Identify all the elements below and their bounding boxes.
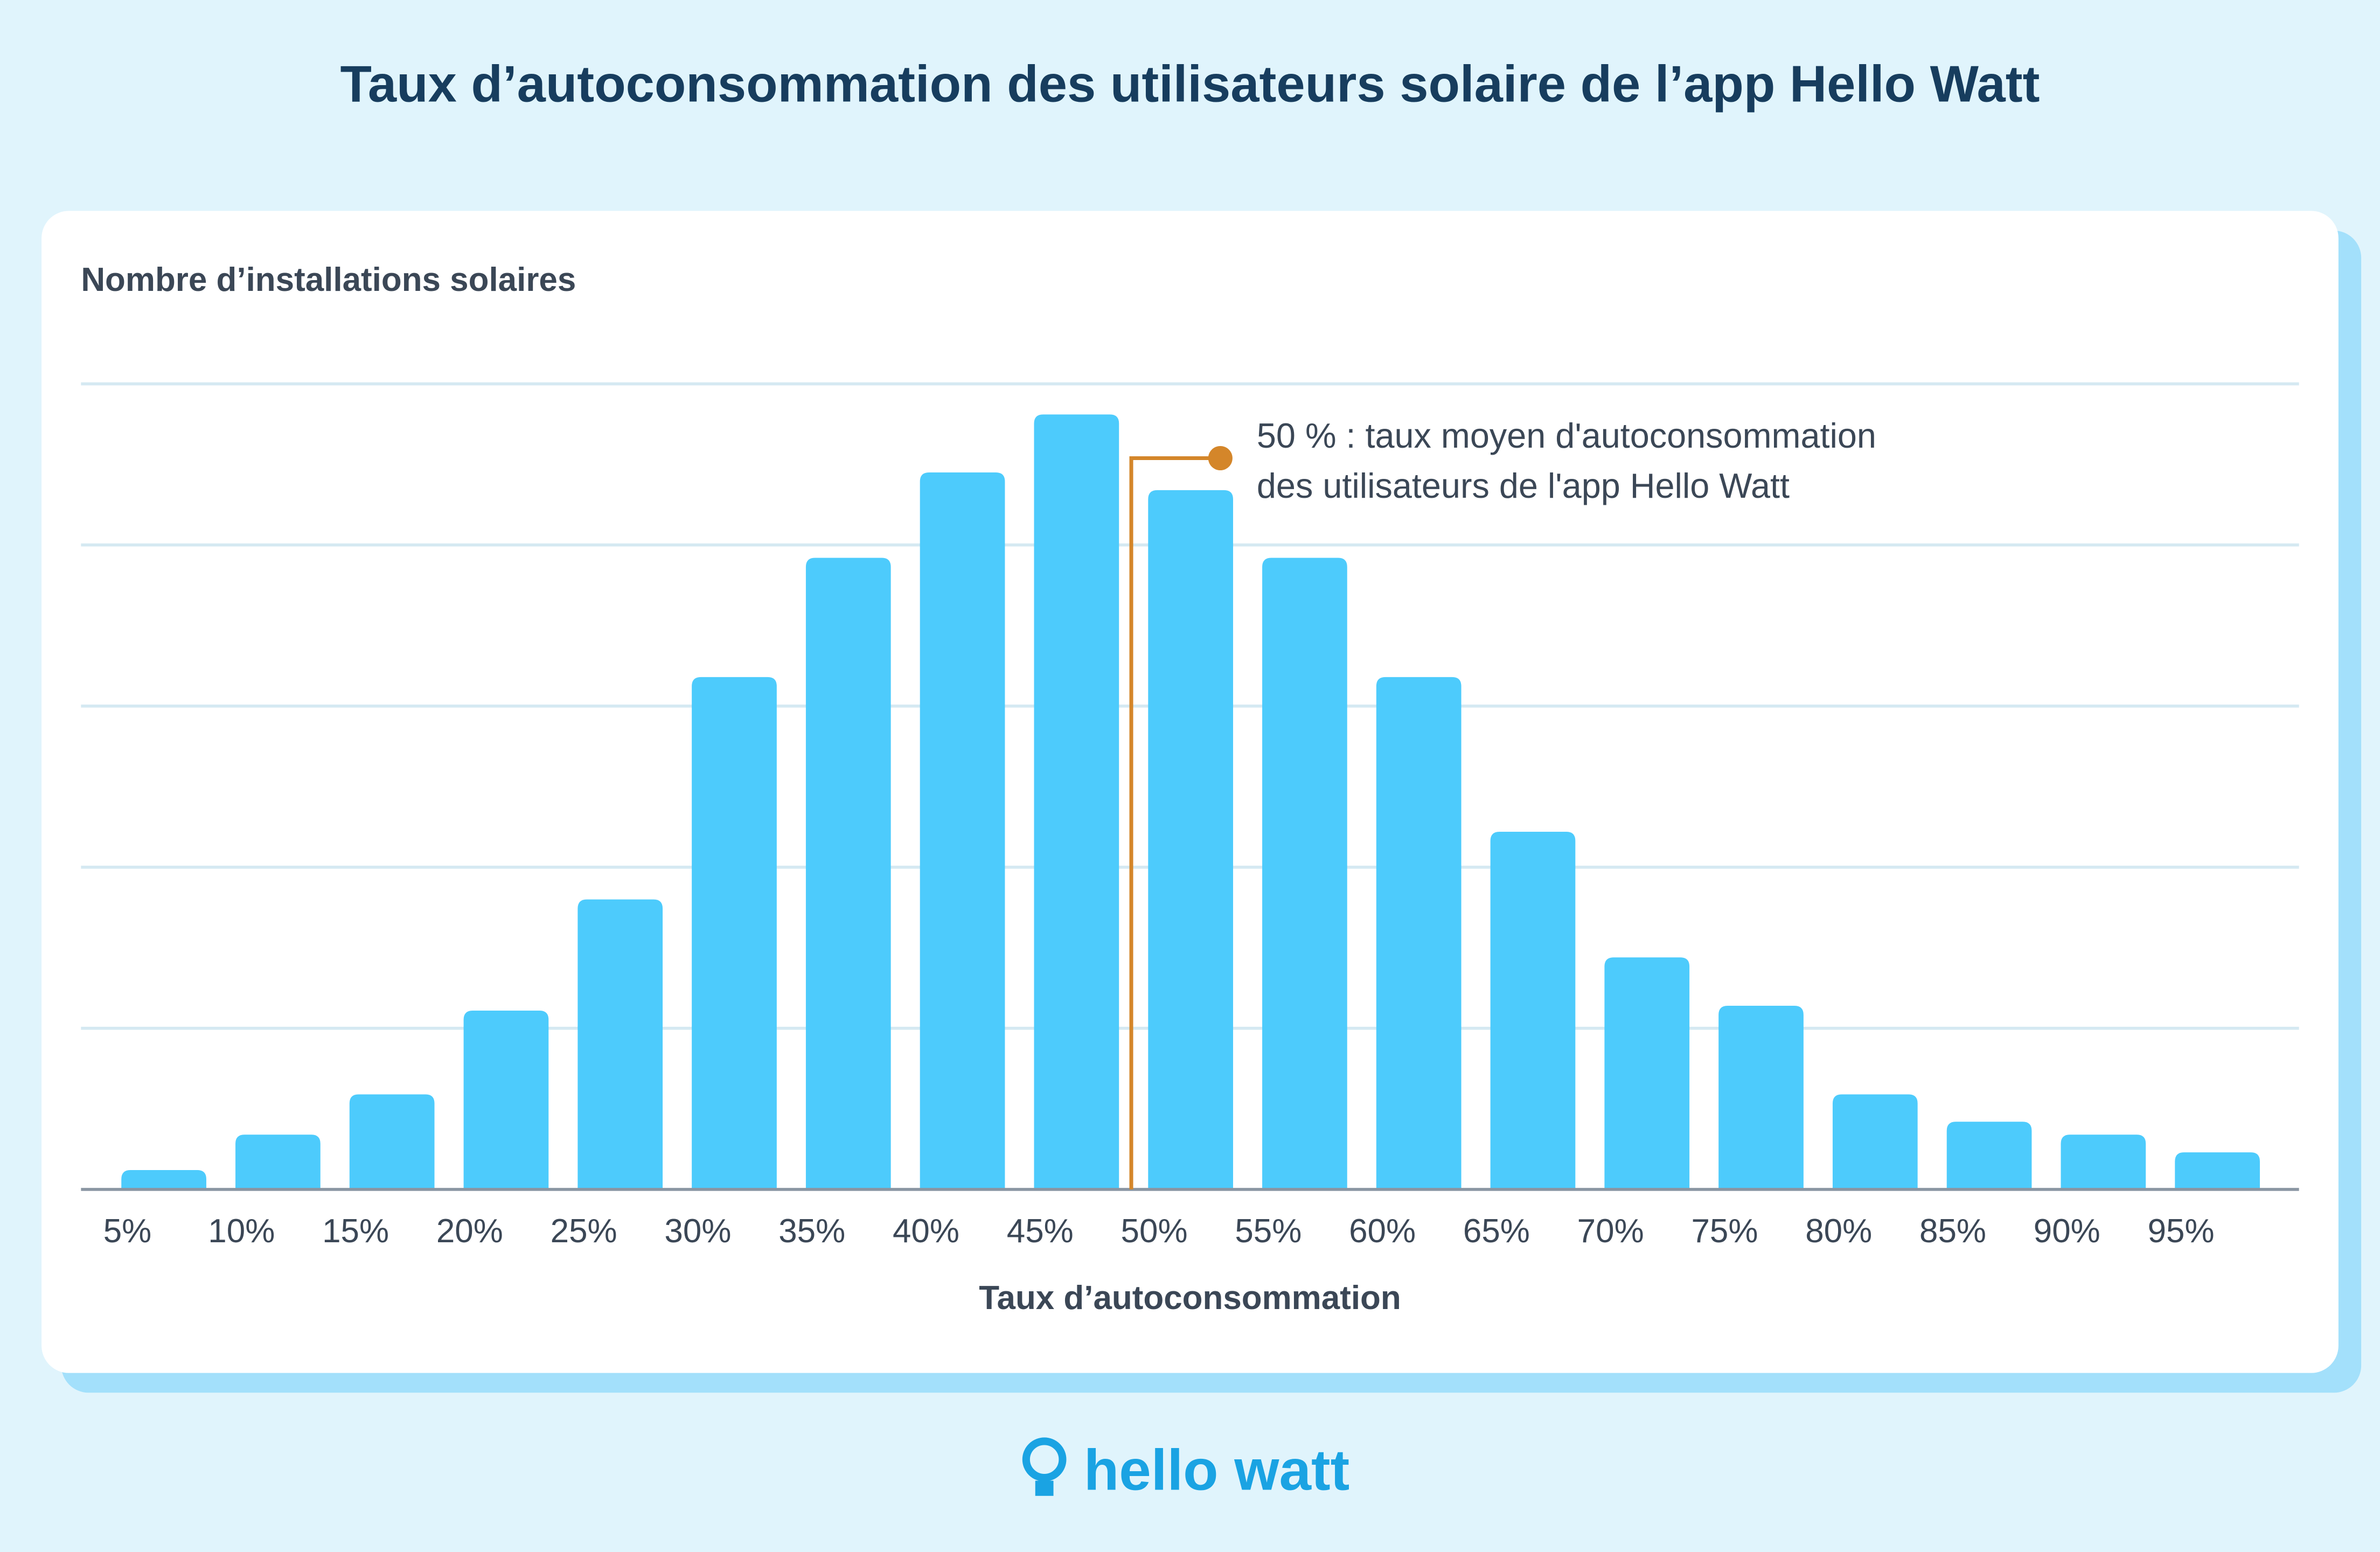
bar (235, 1135, 321, 1189)
x-tick-label: 5% (103, 1213, 152, 1250)
bar (1946, 1122, 2032, 1189)
x-axis-label: Taux d’autoconsommation (979, 1279, 1401, 1317)
logo-icon (1022, 1437, 1067, 1482)
bar (349, 1094, 435, 1189)
x-tick-label: 70% (1577, 1213, 1644, 1250)
annotation-line-1: 50 % : taux moyen d'autoconsommation (1257, 416, 1876, 455)
bar (2175, 1152, 2260, 1189)
x-tick-label: 50% (1121, 1213, 1188, 1250)
y-axis-label: Nombre d’installations solaires (81, 261, 576, 298)
annotation-line-2: des utilisateurs de l'app Hello Watt (1257, 466, 1790, 505)
x-tick-label: 25% (551, 1213, 617, 1250)
bar (692, 677, 777, 1189)
x-tick-label: 35% (778, 1213, 845, 1250)
bar (1490, 831, 1576, 1189)
bar (1376, 677, 1462, 1189)
x-tick-label: 10% (208, 1213, 275, 1250)
bar (1262, 558, 1347, 1189)
annotation-dot (1208, 446, 1233, 471)
bar (1034, 414, 1119, 1189)
logo: hello watt (1022, 1437, 1349, 1502)
x-tick-label: 75% (1691, 1213, 1758, 1250)
x-tick-label: 95% (2148, 1213, 2215, 1250)
bar (1718, 1005, 1804, 1189)
bar (920, 472, 1005, 1189)
bar (1832, 1094, 1918, 1189)
x-tick-label: 20% (436, 1213, 503, 1250)
bar (577, 899, 663, 1189)
bar (805, 558, 891, 1189)
bar (121, 1170, 206, 1189)
x-tick-label: 55% (1235, 1213, 1302, 1250)
x-tick-label: 60% (1349, 1213, 1416, 1250)
x-tick-label: 45% (1007, 1213, 1074, 1250)
bar (2061, 1135, 2146, 1189)
x-tick-label: 30% (664, 1213, 731, 1250)
plot-area: 5% 10% 15% 20% 25% 30% 35% 40% 45% 50% 55% 60% 65% 70… (81, 382, 2299, 1250)
x-tick-label: 90% (2034, 1213, 2100, 1250)
x-tick-label: 15% (322, 1213, 389, 1250)
logo-icon-base (1035, 1480, 1054, 1496)
x-tick-label: 80% (1805, 1213, 1872, 1250)
bar (463, 1010, 549, 1189)
brand: hello watt (1084, 1438, 1349, 1502)
x-tick-label: 65% (1463, 1213, 1530, 1250)
bar (1604, 957, 1690, 1189)
x-tick-label: 40% (893, 1213, 959, 1250)
x-tick-label: 85% (1919, 1213, 1986, 1250)
chart-title: Taux d’autoconsommation des utilisateurs… (340, 55, 2040, 113)
annotation-connector (1129, 456, 1221, 1189)
bar (1148, 490, 1233, 1189)
